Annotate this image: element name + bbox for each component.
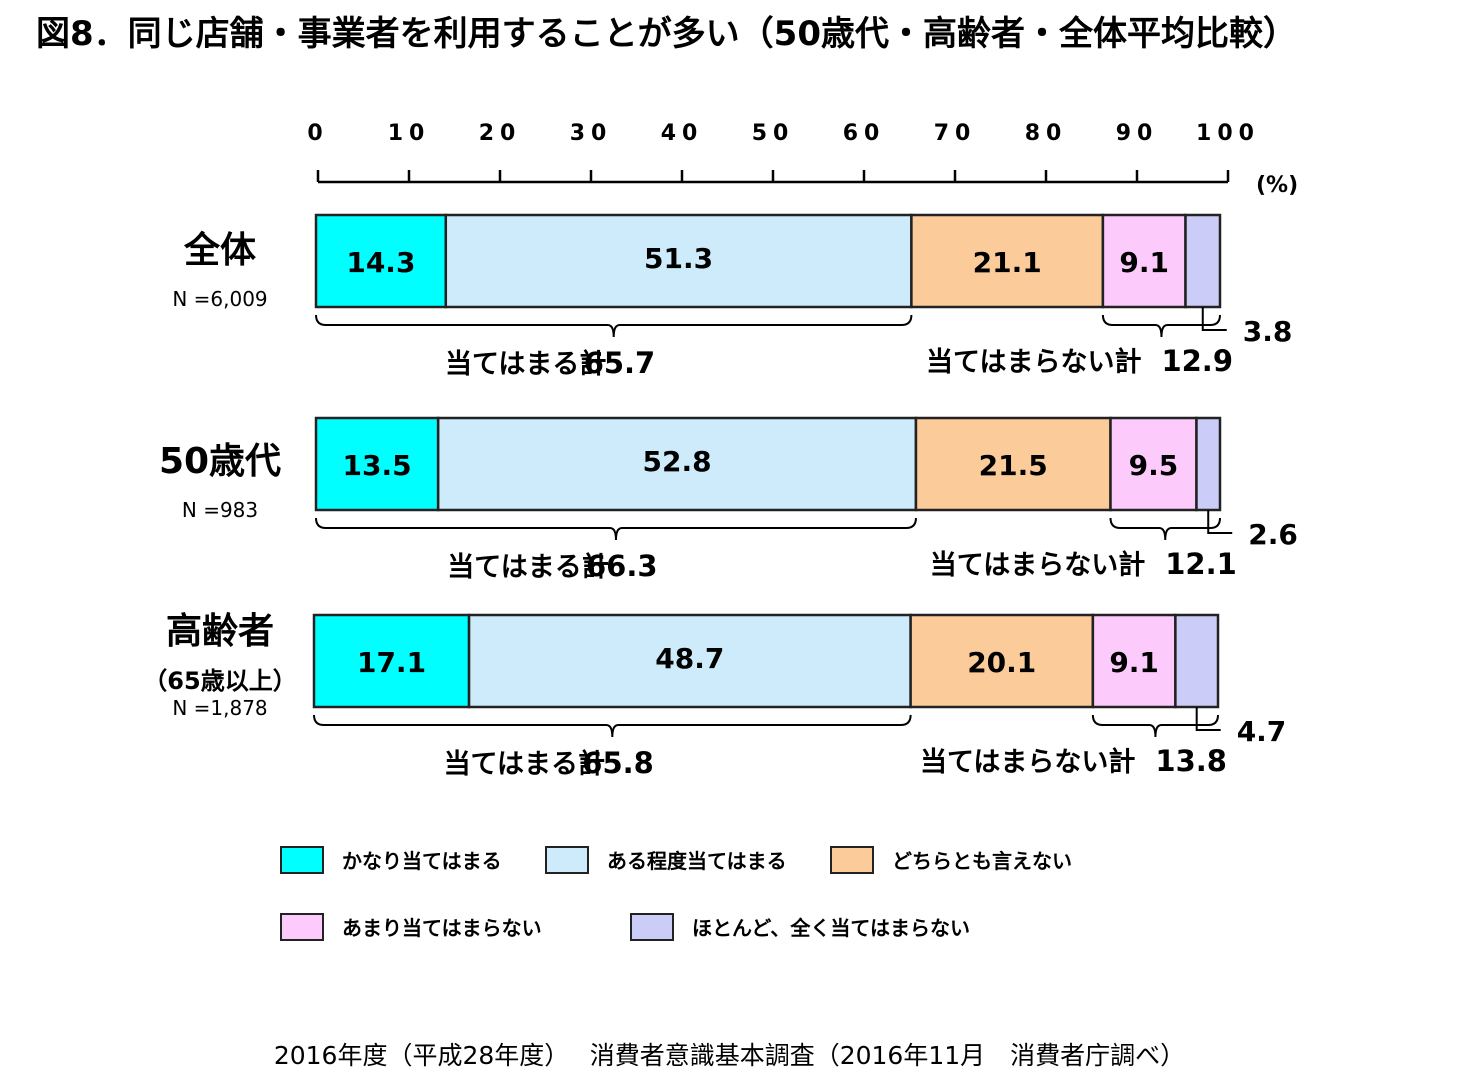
total-applies-value: 66.3 [586, 549, 658, 583]
brace-not-applies [1091, 714, 1219, 738]
source-note: 2016年度（平成28年度） 消費者意識基本調査（2016年11月 消費者庁調べ… [273, 1041, 1186, 1070]
data-label: 48.7 [655, 642, 724, 675]
x-tick-label: 100 [1196, 121, 1260, 146]
legend-item-amari: あまり当てはまらない [280, 912, 542, 941]
brace-applies [313, 714, 912, 738]
x-tick-label: 20 [479, 121, 522, 146]
x-tick-label: 60 [843, 121, 886, 146]
total-applies-label: 当てはまる計 [444, 748, 605, 780]
legend-swatch [280, 912, 324, 941]
legend-swatch [830, 845, 874, 874]
bar-segment [436, 416, 918, 512]
legend-label: ある程度当てはまる [607, 849, 787, 873]
bar-segment [467, 613, 912, 709]
category-label: 高齢者 [166, 611, 274, 652]
legend-swatch [280, 845, 324, 874]
legend-item-aru-teido: ある程度当てはまる [545, 845, 787, 874]
data-label: 20.1 [967, 646, 1036, 679]
total-not-applies-label: 当てはまらない計 [926, 346, 1141, 378]
legend-item-kanari: かなり当てはまる [280, 845, 502, 874]
x-tick-label: 90 [1116, 121, 1159, 146]
x-tick-label: 40 [661, 121, 704, 146]
legend-item-dochira: どちらとも言えない [830, 845, 1072, 874]
legend-swatch [630, 912, 674, 941]
x-tick-label: 0 [307, 121, 328, 146]
data-label: 51.3 [644, 242, 713, 275]
data-label: 2.6 [1248, 518, 1298, 551]
data-label: 3.8 [1243, 315, 1293, 348]
data-label: 13.5 [343, 449, 412, 482]
x-tick-label: 50 [752, 121, 795, 146]
total-not-applies-value: 12.9 [1161, 344, 1233, 378]
bar-segment [1101, 213, 1187, 309]
bar-segment [910, 213, 1105, 309]
data-label: 9.1 [1119, 246, 1169, 279]
chart-title: 図8．同じ店舗・事業者を利用することが多い（50歳代・高齢者・全体平均比較） [36, 14, 1297, 54]
total-applies-label: 当てはまる計 [445, 348, 606, 380]
brace-not-applies [1101, 314, 1221, 338]
bar-segment [1109, 416, 1198, 512]
legend-swatch [545, 845, 589, 874]
x-tick-label: 80 [1025, 121, 1068, 146]
legend-label: かなり当てはまる [342, 849, 502, 873]
category-n: N =983 [182, 498, 258, 522]
leader-line [1195, 707, 1221, 731]
leader-line [1201, 307, 1227, 331]
category-label: 全体 [183, 229, 256, 271]
category-n: N =6,009 [172, 287, 267, 311]
brace-applies [315, 314, 913, 338]
total-applies-label: 当てはまる計 [447, 551, 608, 583]
bar-segment [314, 213, 448, 309]
data-label: 52.8 [643, 445, 712, 478]
legend-label: どちらとも言えない [892, 849, 1072, 873]
total-not-applies-value: 12.1 [1165, 547, 1237, 581]
legend-item-hotondo: ほとんど、全く当てはまらない [630, 912, 970, 941]
category-sublabel: （65歳以上） [143, 667, 296, 695]
bar-segment [909, 613, 1095, 709]
x-tick-label: 70 [934, 121, 977, 146]
legend-label: ほとんど、全く当てはまらない [692, 916, 970, 940]
x-tick-label: 10 [388, 121, 431, 146]
bar-segment [1174, 613, 1220, 709]
data-label: 9.5 [1129, 449, 1179, 482]
bar-segment [312, 613, 471, 709]
data-label: 21.5 [979, 449, 1048, 482]
bar-segment [1184, 213, 1222, 309]
category-label: 50歳代 [159, 441, 281, 482]
brace-applies [315, 517, 917, 541]
bar-segment [444, 213, 913, 309]
legend-label: あまり当てはまらない [342, 916, 542, 940]
total-applies-value: 65.7 [584, 346, 656, 380]
total-not-applies-label: 当てはまらない計 [930, 549, 1145, 581]
total-applies-value: 65.8 [582, 746, 654, 780]
leader-line [1207, 510, 1233, 534]
brace-not-applies [1109, 517, 1221, 541]
total-not-applies-value: 13.8 [1155, 744, 1227, 778]
data-label: 14.3 [346, 246, 415, 279]
x-tick-label: 30 [570, 121, 613, 146]
data-label: 4.7 [1237, 715, 1287, 748]
category-n: N =1,878 [172, 696, 267, 720]
unit-label: (%) [1256, 173, 1298, 198]
data-label: 17.1 [357, 646, 426, 679]
data-label: 21.1 [973, 246, 1042, 279]
data-label: 9.1 [1109, 646, 1159, 679]
bar-segment [1195, 416, 1222, 512]
total-not-applies-label: 当てはまらない計 [920, 746, 1135, 778]
